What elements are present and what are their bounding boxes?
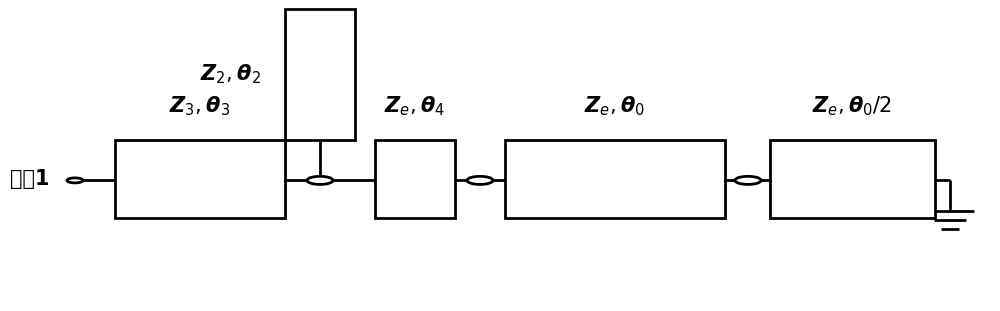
Bar [770, 140, 935, 218]
Text: $\boldsymbol{Z}_e, \boldsymbol{\theta}_0/2$: $\boldsymbol{Z}_e, \boldsymbol{\theta}_0… [812, 95, 893, 118]
Circle shape [735, 176, 761, 184]
Text: $\boldsymbol{Z}_e, \boldsymbol{\theta}_4$: $\boldsymbol{Z}_e, \boldsymbol{\theta}_4… [384, 95, 446, 118]
Bar [375, 140, 455, 218]
Text: $\boldsymbol{Z}_3, \boldsymbol{\theta}_3$: $\boldsymbol{Z}_3, \boldsymbol{\theta}_3… [169, 95, 231, 118]
Text: $\boldsymbol{Z}_2, \boldsymbol{\theta}_2$: $\boldsymbol{Z}_2, \boldsymbol{\theta}_2… [200, 63, 260, 86]
Bar [115, 140, 285, 218]
Text: $\boldsymbol{Z}_e, \boldsymbol{\theta}_0$: $\boldsymbol{Z}_e, \boldsymbol{\theta}_0… [584, 95, 646, 118]
Circle shape [307, 176, 333, 184]
Bar [505, 140, 725, 218]
Text: 端口1: 端口1 [10, 169, 49, 189]
Circle shape [67, 178, 83, 183]
Bar [285, 9, 355, 140]
Circle shape [467, 176, 493, 184]
